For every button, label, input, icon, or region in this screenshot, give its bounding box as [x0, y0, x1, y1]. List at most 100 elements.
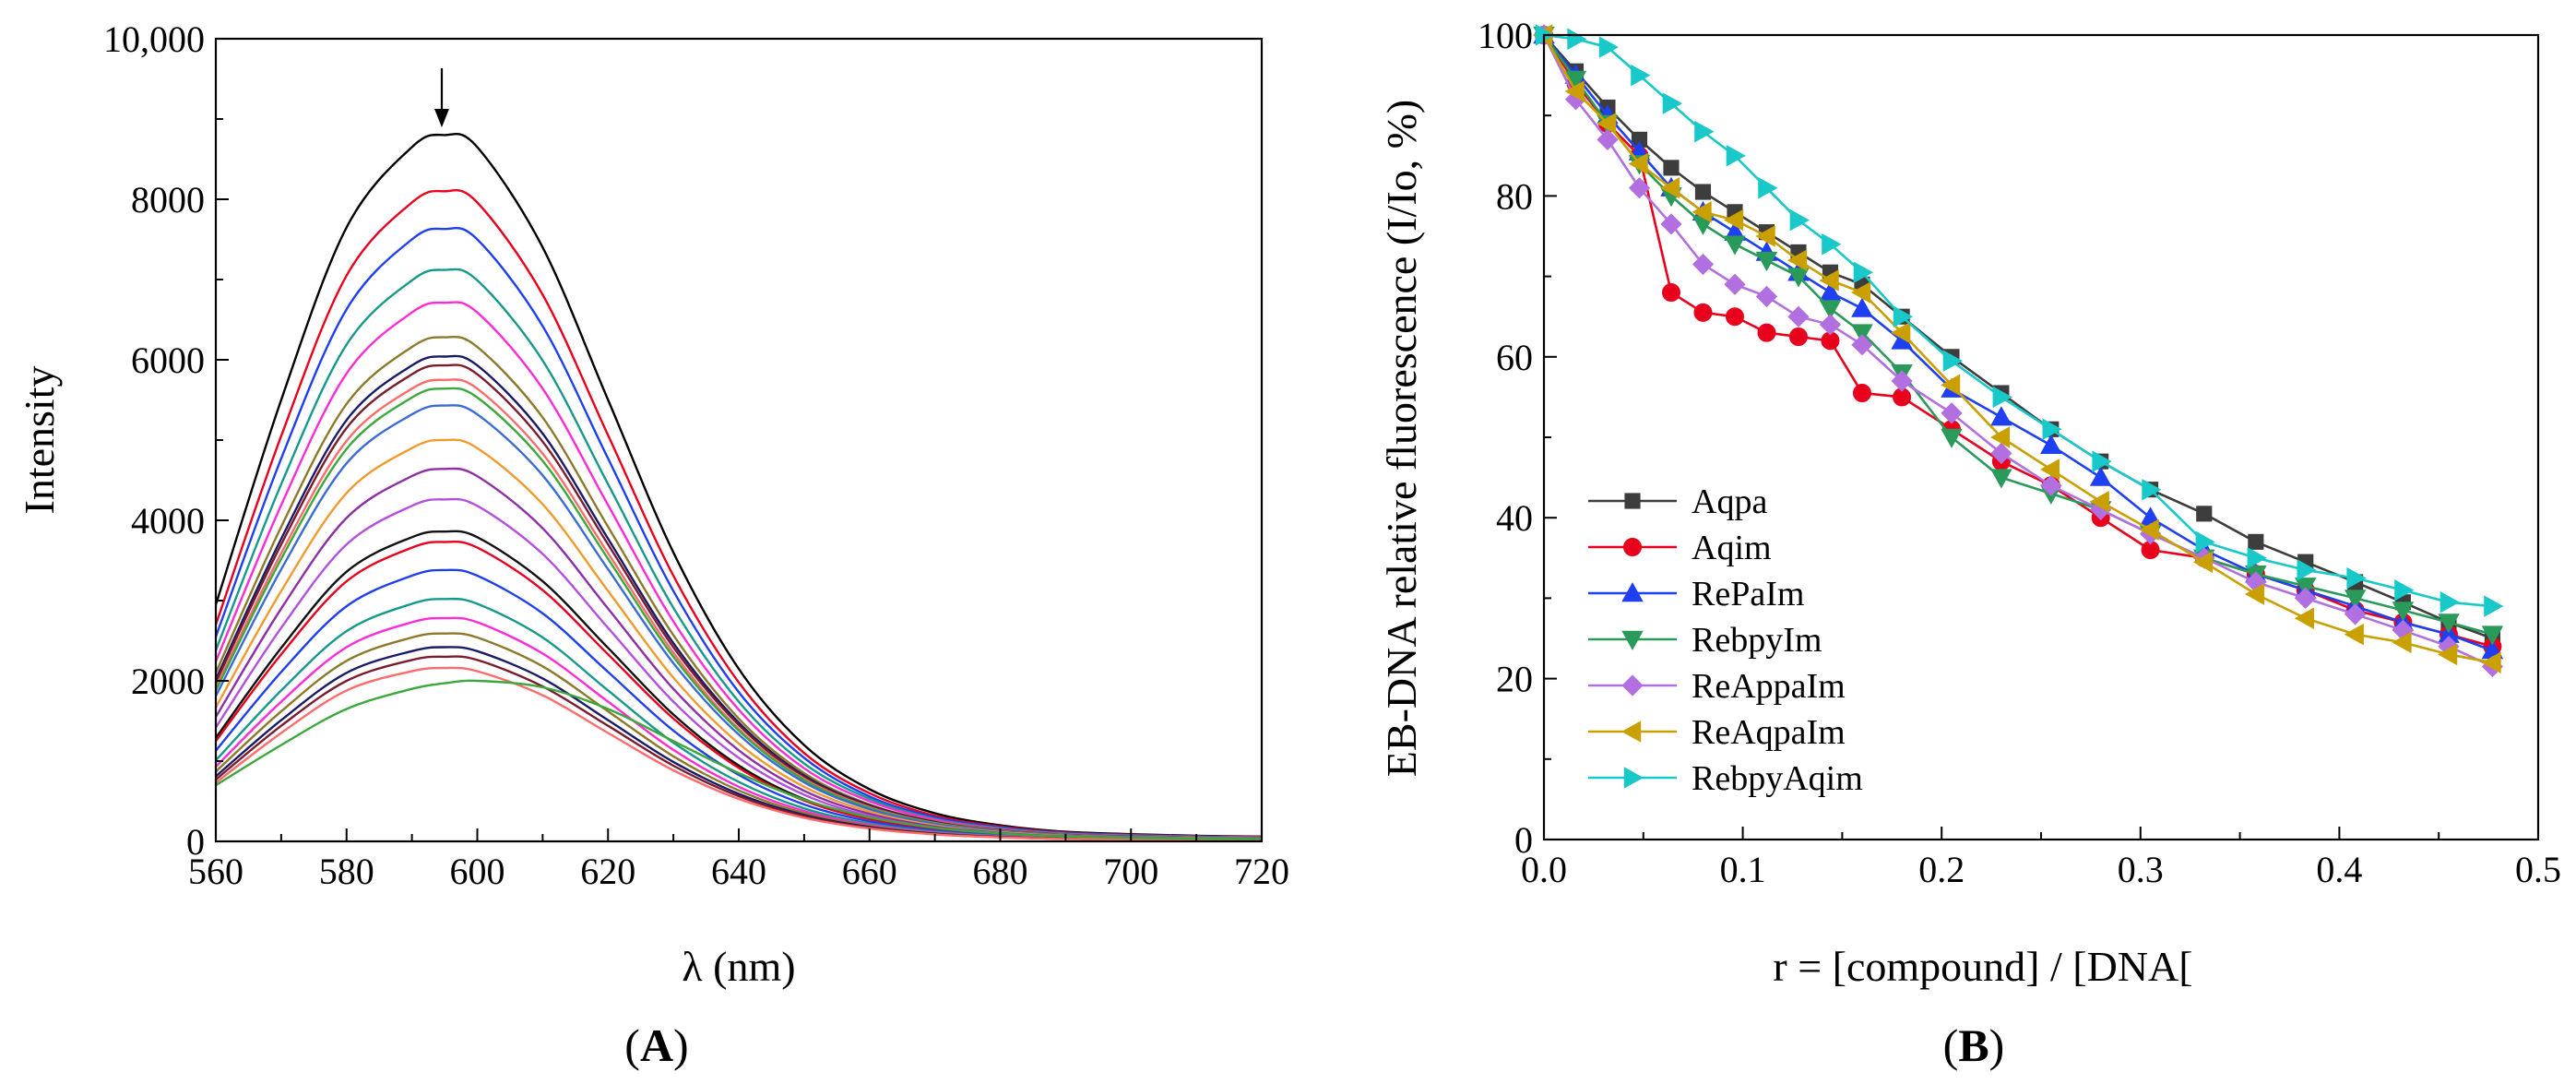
chart-b-series-group: [1533, 24, 2504, 678]
chart-b-point-RebpyAqim: [1726, 145, 1746, 167]
chart-b-point-ReAqpaIm: [2344, 623, 2364, 646]
chart-b-ytick-label: 20: [1496, 659, 1533, 700]
chart-b-point-Aqim: [1788, 328, 1808, 346]
chart-b-legend-marker: [1624, 493, 1641, 509]
chart-b-point-RebpyAqim: [2346, 566, 2367, 590]
chart-b-point-ReAqpaIm: [2438, 643, 2458, 666]
chart-b-legend-marker: [1621, 674, 1644, 697]
chart-b-ytick-label: 60: [1496, 337, 1533, 378]
chart-b-point-Aqim: [1725, 307, 1744, 327]
chart-a-ylabel: Intensity: [16, 366, 63, 515]
chart-b-point-Aqpa: [2196, 506, 2213, 522]
chart-b-point-RebpyAqim: [1694, 120, 1715, 143]
chart-b-legend-label: Aqpa: [1692, 482, 1767, 521]
chart-b-point-Aqim: [1852, 384, 1871, 403]
chart-b: 0.0 0.1 0.2 0.3 0.4 0.5 0 20 40 60 80 100 Aqpa Aqim R…: [1378, 15, 2561, 1071]
chart-b-point-RebpyAqim: [1662, 92, 1682, 114]
chart-b-point-Aqpa: [1694, 184, 1712, 200]
chart-b-point-ReAqpaIm: [1692, 201, 1712, 223]
chart-a-ytick-label: 2000: [131, 661, 205, 702]
chart-b-series-Aqpa: [1536, 27, 2500, 647]
chart-a-tick-labels: 560 580 600 620 640 660 680 700 720 0 2000 4000 6000…: [103, 18, 1289, 892]
chart-b-point-ReAqpaIm: [1819, 269, 1839, 292]
chart-a-series-s9: [214, 378, 1263, 840]
chart-b-line-RePaIm: [1542, 34, 2493, 652]
chart-b-series-RebpyIm: [1533, 26, 2504, 646]
chart-a-ytick-label: 6000: [131, 339, 205, 381]
chart-b-legend-label: RePaIm: [1692, 575, 1804, 613]
chart-b-point-RebpyAqim: [1942, 350, 1963, 372]
chart-b-point-ReAqpaIm: [1755, 225, 1775, 247]
chart-b-xtick-label: 0.0: [1521, 849, 1567, 890]
chart-b-point-ReAppaIm: [1990, 442, 2012, 465]
chart-a-xtick-label: 640: [711, 851, 766, 892]
chart-b-point-RebpyIm: [1941, 428, 1963, 448]
chart-b-point-RePaIm: [2040, 434, 2062, 454]
chart-b-point-RebpyAqim: [2195, 530, 2215, 554]
chart-b-legend-label: RebpyAqim: [1692, 759, 1863, 798]
chart-a-xtick-label: 600: [450, 851, 505, 892]
chart-b-legend-marker: [1623, 538, 1642, 556]
chart-b-xtick-label: 0.5: [2515, 849, 2561, 890]
chart-b-ytick-label: 100: [1478, 15, 1533, 56]
chart-b-line-RebpyIm: [1542, 34, 2493, 636]
chart-b-line-Aqim: [1542, 34, 2493, 648]
chart-b-point-ReAqpaIm: [1787, 249, 1808, 271]
chart-b-point-RebpyIm: [2392, 602, 2415, 622]
chart-b-ytick-label: 40: [1496, 497, 1533, 539]
chart-b-ytick-label: 80: [1496, 175, 1533, 217]
chart-b-point-ReAppaIm: [1724, 273, 1746, 295]
chart-a-series-s24: [215, 679, 1263, 840]
chart-b-legend-label: RebpyIm: [1692, 621, 1822, 660]
chart-b-point-ReAppaIm: [1819, 314, 1842, 336]
chart-b-xtick-label: 0.3: [2118, 849, 2164, 890]
chart-b-point-ReAppaIm: [2040, 474, 2062, 496]
chart-b-point-Aqpa: [1663, 160, 1680, 176]
chart-b-ytick-label: 0: [1514, 819, 1533, 861]
chart-b-point-Aqpa: [2248, 533, 2264, 550]
chart-b-point-RebpyAqim: [2484, 595, 2504, 617]
chart-b-point-RePaIm: [2089, 466, 2112, 486]
chart-b-legend-item: ReAqpaIm: [1588, 713, 1846, 752]
chart-a-series-s3: [214, 226, 1263, 839]
chart-b-point-RebpyIm: [1724, 235, 1746, 256]
chart-a-series-s2: [214, 189, 1263, 839]
chart-b-point-Aqim: [1693, 303, 1713, 322]
chart-b-point-Aqim: [1661, 283, 1680, 303]
chart-b-point-ReAqpaIm: [1989, 426, 2011, 448]
chart-a-xtick-label: 700: [1103, 851, 1158, 892]
chart-a: 560 580 600 620 640 660 680 700 720 0 2000 4000 6000…: [16, 18, 1289, 1071]
chart-a-xlabel: λ (nm): [682, 943, 795, 990]
chart-b-legend-marker: [1623, 767, 1644, 789]
chart-b-series-ReAqpaIm: [1533, 24, 2501, 673]
chart-b-line-Aqpa: [1543, 34, 2493, 640]
chart-b-point-ReAqpaIm: [2481, 651, 2501, 673]
chart-b-series-RebpyAqim: [1535, 24, 2504, 617]
chart-b-point-RebpyAqim: [2092, 450, 2112, 472]
chart-b-series-Aqim: [1535, 26, 2502, 656]
chart-b-point-RebpyAqim: [1631, 64, 1651, 87]
chart-a-series-s6: [214, 335, 1263, 840]
chart-b-point-RebpyAqim: [2042, 418, 2062, 441]
chart-b-point-RebpyAqim: [1567, 28, 1587, 51]
chart-b-point-ReAqpaIm: [1597, 113, 1617, 135]
chart-b-point-ReAppaIm: [1851, 334, 1873, 356]
chart-b-ylabel: EB-DNA relative fluorescence (I/Io, %): [1378, 100, 1425, 777]
chart-b-point-RebpyIm: [2481, 625, 2504, 646]
chart-b-legend-item: RebpyAqim: [1588, 759, 1863, 798]
chart-a-ticks: [215, 38, 1263, 842]
chart-b-point-RebpyIm: [1787, 268, 1810, 288]
chart-b-legend-item: RebpyIm: [1588, 621, 1822, 660]
chart-b-legend-label: ReAqpaIm: [1692, 713, 1846, 752]
chart-b-point-ReAppaIm: [1787, 305, 1810, 328]
chart-b-point-ReAppaIm: [2295, 587, 2317, 610]
chart-b-point-RebpyIm: [2344, 590, 2367, 610]
chart-b-point-Aqim: [1757, 323, 1776, 342]
chart-b-point-RePaIm: [1851, 297, 1873, 317]
chart-b-point-RebpyAqim: [1853, 261, 1873, 284]
chart-b-legend-item: ReAppaIm: [1588, 667, 1846, 706]
chart-a-ytick-label: 8000: [131, 179, 205, 220]
chart-b-legend-label: ReAppaIm: [1692, 667, 1846, 706]
chart-b-point-ReAqpaIm: [2039, 459, 2060, 481]
